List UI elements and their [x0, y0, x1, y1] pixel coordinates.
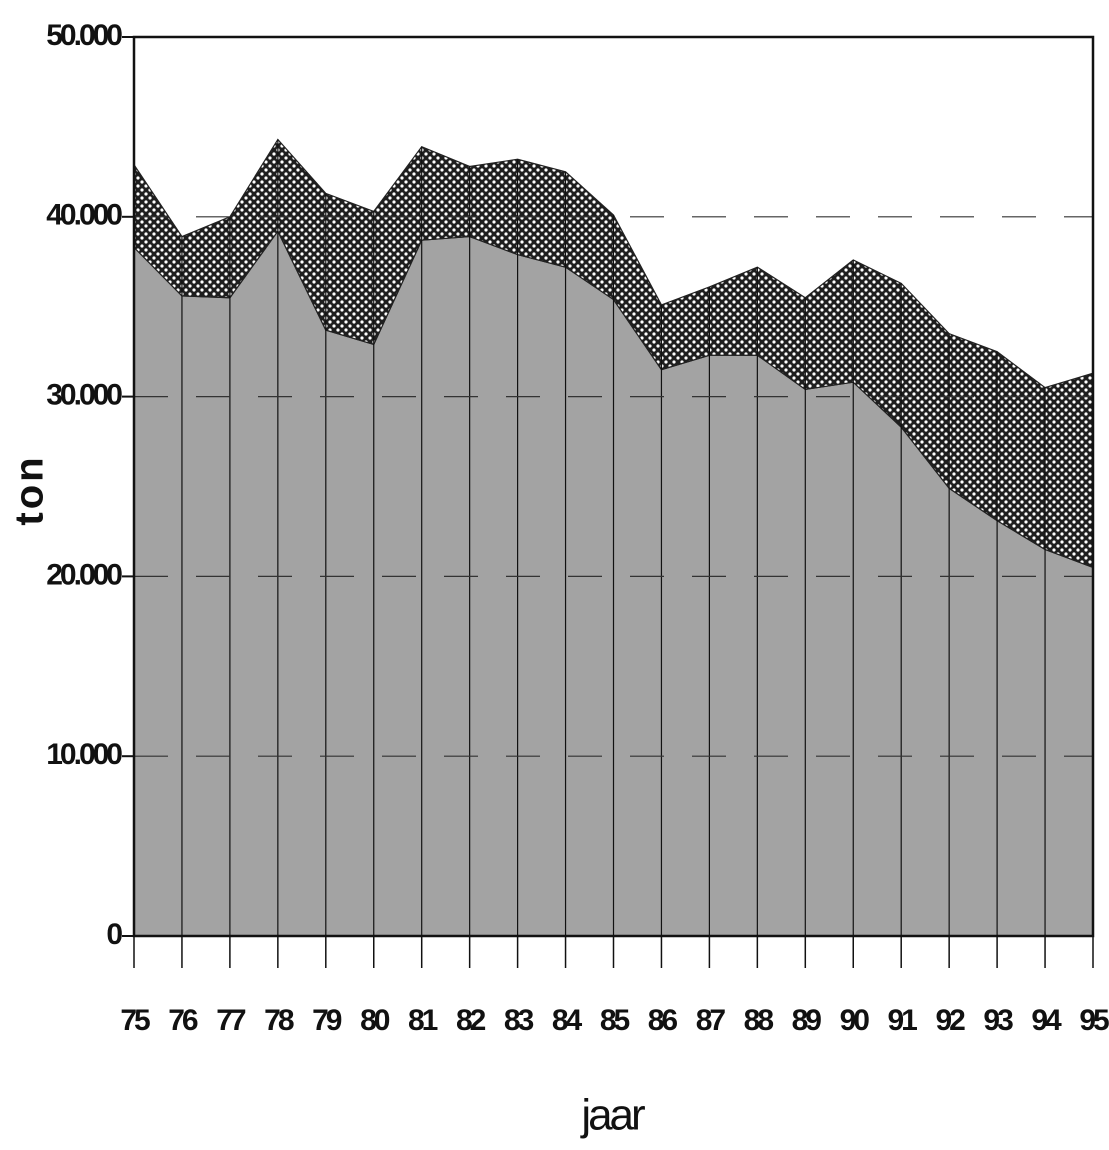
- x-tick-label: 76: [168, 1004, 198, 1037]
- x-tick-label: 93: [983, 1004, 1013, 1037]
- x-tick-label: 86: [648, 1004, 678, 1037]
- x-tick-label: 78: [264, 1004, 294, 1037]
- plot-area: 0 10.000 20.000 30.000 40.000 50.000 75 76 77 78 7…: [46, 19, 1109, 1037]
- y-tick-label: 40.000: [46, 199, 122, 232]
- x-tick-label: 89: [792, 1004, 822, 1037]
- x-tick-label: 90: [840, 1004, 870, 1037]
- y-axis-label: ton: [8, 454, 52, 525]
- y-tick-label: 50.000: [46, 19, 122, 52]
- x-tick-label: 88: [744, 1004, 774, 1037]
- x-tick-label: 77: [216, 1004, 246, 1037]
- y-tick-label: 0: [106, 918, 122, 951]
- y-tick-label: 20.000: [46, 558, 122, 591]
- x-axis-label: jaar: [579, 1091, 645, 1140]
- x-tick-label: 87: [696, 1004, 726, 1037]
- x-tick-label: 75: [120, 1004, 150, 1037]
- x-tick-label: 79: [312, 1004, 342, 1037]
- x-tick-label: 83: [504, 1004, 534, 1037]
- x-tick-label: 82: [456, 1004, 486, 1037]
- x-tick-label: 81: [408, 1004, 438, 1037]
- y-tick-label: 30.000: [46, 379, 122, 412]
- x-tick-label: 95: [1079, 1004, 1109, 1037]
- x-tick-label: 85: [600, 1004, 630, 1037]
- x-tick-label: 92: [935, 1004, 965, 1037]
- y-tick-label: 10.000: [46, 738, 122, 771]
- x-tick-label: 84: [552, 1004, 583, 1037]
- x-tick-label: 80: [360, 1004, 390, 1037]
- x-tick-label: 94: [1031, 1004, 1062, 1037]
- x-tick-label: 91: [888, 1004, 918, 1037]
